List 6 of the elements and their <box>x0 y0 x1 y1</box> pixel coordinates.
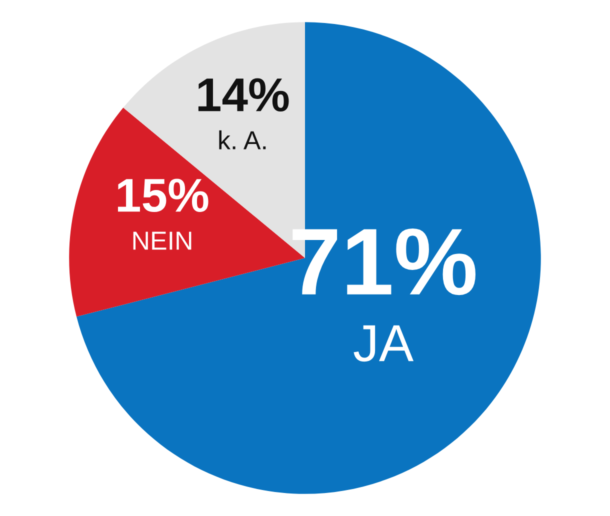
data-label: 14% <box>198 78 289 112</box>
slice-label: NEIN <box>133 232 192 250</box>
data-label: 71% <box>292 228 476 296</box>
slice-label: k. A. <box>219 130 266 150</box>
data-label: 15% <box>118 178 208 212</box>
slice-label: JA <box>354 325 414 362</box>
